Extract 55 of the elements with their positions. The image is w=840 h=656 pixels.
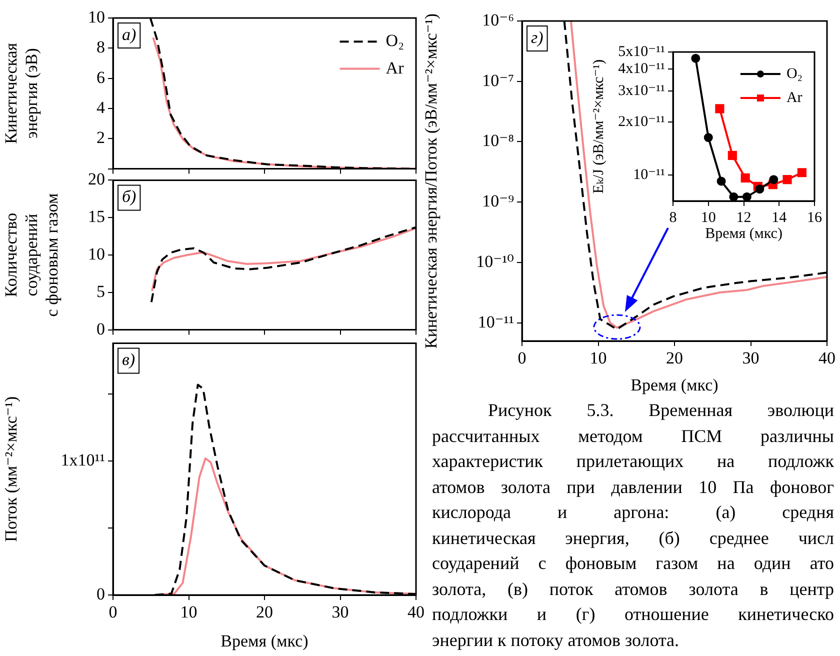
x-tick-label: 20 <box>666 348 683 368</box>
y-tick-label: 5x10⁻¹¹ <box>618 44 665 60</box>
y-tick-label: 15 <box>88 207 105 226</box>
y-tick-label: 10⁻¹¹ <box>633 166 665 183</box>
y-axis-title: Кинетическая энергия/Поток (эВ/мм⁻²×мкс⁻¹) <box>422 13 441 349</box>
y-tick-label: 0 <box>96 584 105 604</box>
y-tick-label: 4 <box>96 98 106 117</box>
x-tick-label: 0 <box>518 348 526 368</box>
x-tick-label: 8 <box>669 210 677 226</box>
x-tick-label: 30 <box>332 602 349 622</box>
y-tick-label: 10 <box>88 7 105 26</box>
x-tick-label: 10 <box>180 602 198 622</box>
x-tick-label: 0 <box>108 602 118 622</box>
y-tick-label: 0 <box>96 319 105 338</box>
x-tick-label: 40 <box>408 602 424 622</box>
y-tick-label: 2 <box>96 128 105 148</box>
y-axis-title: Кинетическая энергия (эВ) <box>2 42 42 144</box>
annotation: а) <box>122 24 136 44</box>
x-tick-label: 16 <box>807 210 822 226</box>
legend-label: Ar <box>386 58 404 78</box>
x-axis-title: Время (мкс) <box>705 226 782 242</box>
y-tick-label: 10⁻⁹ <box>482 192 514 211</box>
annotation: б) <box>122 187 137 206</box>
x-tick-label: 20 <box>256 602 273 622</box>
y-tick-label: 5 <box>96 282 105 301</box>
y-tick-label: 10⁻⁶ <box>482 10 514 30</box>
annotation: в) <box>122 350 136 370</box>
y-tick-label: 10⁻⁷ <box>482 70 514 90</box>
y-axis-title: Количество соударений с фоновым газом <box>2 193 62 317</box>
y-tick-label: 1x10¹¹ <box>60 450 105 470</box>
x-tick-label: 40 <box>818 348 836 368</box>
x-tick-label: 30 <box>742 348 760 368</box>
x-axis-title: Время (мкс) <box>220 631 308 650</box>
legend-label: O₂ <box>786 66 802 82</box>
x-tick-label: 14 <box>772 210 788 226</box>
x-tick-label: 10 <box>590 348 607 368</box>
y-axis-title: Поток (мм⁻²×мкс⁻¹) <box>2 396 21 542</box>
y-tick-label: 4x10⁻¹¹ <box>618 60 665 77</box>
x-tick-label: 12 <box>736 210 752 226</box>
annotation: г) <box>531 28 544 47</box>
y-tick-label: 20 <box>88 170 105 189</box>
text: Рисунок 5.3. Временная эволюци рассчитанных методом ПСМ различны характеристик прилетающих на подложк атомов золота при давлении 10 Па фоновог кислорода и аргона: (а) средня кинетическая энергия, (б) среднее числ соударений с фоновым газом на один ато золота, (в) поток атомов золота в центр подложки и (г) отношение кинетическо энергии к потоку атомов золота. <box>432 400 834 650</box>
y-tick-label: 8 <box>96 38 105 57</box>
y-tick-label: 10⁻¹⁰ <box>476 252 514 271</box>
y-tick-label: 3x10⁻¹¹ <box>618 82 665 99</box>
y-tick-label: 10⁻⁸ <box>482 131 514 150</box>
y-tick-label: 10⁻¹¹ <box>478 312 514 332</box>
x-axis-title: Время (мкс) <box>630 375 718 394</box>
y-axis-title: Eₖ/J (эВ/мм⁻²×мкс⁻¹) <box>590 59 607 194</box>
y-tick-label: 2x10⁻¹¹ <box>618 114 665 130</box>
legend-label: Ar <box>786 90 802 106</box>
x-tick-label: 10 <box>700 210 716 226</box>
y-tick-label: 10 <box>88 244 105 264</box>
legend-label: O₂ <box>386 31 404 50</box>
y-tick-label: 6 <box>96 68 105 87</box>
